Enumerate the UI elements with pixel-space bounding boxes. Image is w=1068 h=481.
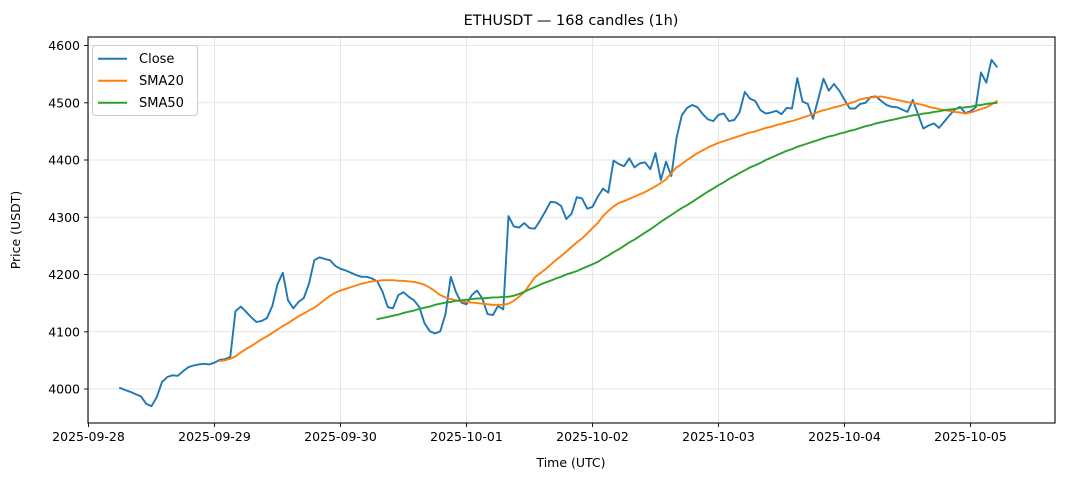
sma50-line — [376, 101, 998, 321]
x-tick-label: 2025-09-28 — [52, 429, 125, 444]
y-tick-label: 4300 — [48, 210, 80, 225]
y-tick-label: 4400 — [48, 153, 80, 168]
x-tick-label: 2025-10-02 — [556, 429, 629, 444]
y-tick-label: 4200 — [48, 267, 80, 282]
legend-label-close: Close — [139, 52, 174, 67]
x-tick-label: 2025-10-05 — [934, 429, 1007, 444]
close-line — [119, 58, 998, 408]
y-tick-label: 4000 — [48, 382, 80, 397]
legend-label-sma50: SMA50 — [139, 96, 184, 111]
x-axis-label: Time (UTC) — [535, 455, 605, 470]
legend-box — [92, 45, 198, 116]
x-tick-label: 2025-10-03 — [682, 429, 755, 444]
chart-title: ETHUSDT — 168 candles (1h) — [464, 13, 679, 29]
legend: Close SMA20 SMA50 — [92, 45, 198, 116]
axes-box — [87, 36, 1056, 424]
x-tick-label: 2025-09-29 — [178, 429, 251, 444]
y-axis-label: Price (USDT) — [8, 191, 23, 270]
y-tick-label: 4600 — [48, 38, 80, 53]
x-tick-label: 2025-10-01 — [430, 429, 503, 444]
plot-area: 2025-09-28 2025-09-29 2025-09-30 2025-10-01… — [48, 36, 1056, 444]
x-tick-label: 2025-09-30 — [304, 429, 377, 444]
y-tick-label: 4500 — [48, 95, 80, 110]
x-tick-label: 2025-10-04 — [808, 429, 881, 444]
y-tick-label: 4100 — [48, 324, 80, 339]
legend-label-sma20: SMA20 — [139, 74, 184, 89]
sma20-line — [218, 95, 998, 362]
